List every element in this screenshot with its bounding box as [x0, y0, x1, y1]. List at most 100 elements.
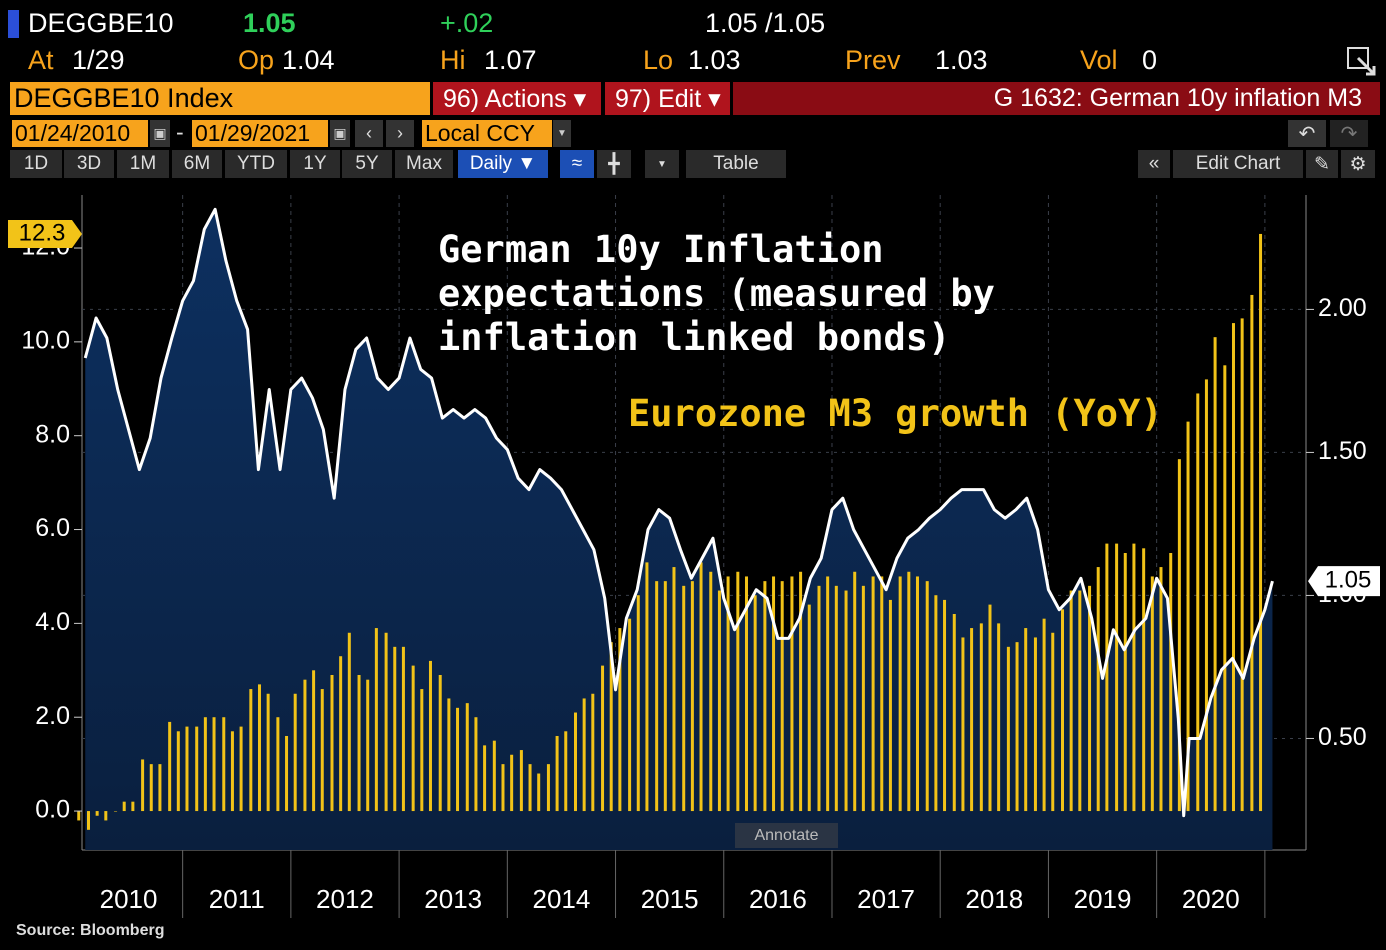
currency: Local CCY [425, 120, 535, 146]
source: Source: Bloomberg [16, 922, 165, 939]
stat-label: Op [238, 45, 275, 75]
bar [285, 735, 289, 812]
bar [555, 735, 559, 812]
collapse-button[interactable]: « [1138, 150, 1170, 178]
stat-value: 1.03 [935, 45, 988, 75]
bar [655, 581, 659, 812]
bar [239, 726, 243, 812]
x-tick-label: 2012 [316, 884, 374, 914]
date-from[interactable]: 01/24/2010 [12, 120, 148, 147]
type-dropdown[interactable]: ▼ [645, 150, 679, 178]
period-button[interactable]: Max [395, 150, 453, 178]
settings-icon[interactable]: ⚙ [1341, 150, 1375, 178]
date-text: 01/29/2021 [195, 120, 311, 146]
currency-field[interactable]: Local CCY [422, 120, 552, 147]
bar [807, 604, 811, 812]
period-label: 1D [23, 153, 49, 174]
x-tick-label: 2015 [641, 884, 699, 914]
period-button[interactable]: YTD [225, 150, 287, 178]
calendar-icon[interactable]: ▣ [150, 120, 170, 147]
stat-value: 0 [1142, 45, 1158, 75]
icon-part [1356, 56, 1376, 76]
bar [1142, 548, 1146, 812]
bar [293, 693, 297, 812]
period-button[interactable]: 6M [172, 150, 222, 178]
last-value-label: 12.3 [19, 219, 66, 246]
bar [1115, 543, 1119, 812]
actions-menu[interactable]: 96) Actions ▾ [433, 82, 601, 115]
bar [149, 764, 153, 812]
y-tick-label: 8.0 [35, 420, 70, 448]
bar [366, 679, 370, 812]
bar [1204, 379, 1208, 812]
stat-value: 1/29 [72, 45, 125, 75]
x-tick-label: 2011 [209, 884, 265, 914]
bar [528, 764, 532, 812]
next-button[interactable]: › [386, 120, 414, 147]
bar-icon[interactable]: ╋ [597, 150, 631, 178]
date-to[interactable]: 01/29/2021 [192, 120, 328, 147]
period-button[interactable]: 5Y [342, 150, 392, 178]
bar [1078, 590, 1082, 812]
bar [628, 618, 632, 812]
bar [95, 811, 99, 816]
bar [925, 581, 929, 812]
period-button[interactable]: 1M [117, 150, 169, 178]
bar [907, 571, 911, 812]
prev-button[interactable]: ‹ [355, 120, 383, 147]
line-area [85, 209, 1273, 850]
line [83, 207, 1274, 818]
bar [844, 590, 848, 812]
bar [573, 712, 577, 812]
last-value-label: 1.05 [1325, 566, 1372, 593]
export-icon[interactable] [1344, 44, 1380, 78]
bar [780, 581, 784, 812]
security: DEGGBE10 Index [14, 83, 234, 113]
edit-menu[interactable]: 97) Edit ▾ [605, 82, 730, 115]
chart-id-bar: G 1632: German 10y inflation M3 [733, 82, 1380, 115]
bar [663, 581, 667, 812]
annotate: Annotate [754, 826, 819, 844]
bar [347, 632, 351, 812]
calendar-icon[interactable]: ▣ [330, 120, 350, 147]
edit-chart-button[interactable]: Edit Chart [1173, 150, 1303, 178]
bar [1240, 318, 1244, 812]
bar [888, 599, 892, 812]
bar [826, 576, 830, 812]
bar [320, 689, 324, 812]
stat-value: 1.04 [282, 45, 335, 75]
bar [411, 665, 415, 812]
line-icon[interactable]: ≈ [560, 150, 594, 178]
period-button[interactable]: 1D [10, 150, 62, 178]
x-tick-label: 2018 [965, 884, 1023, 914]
frequency-button[interactable]: Daily ▼ [458, 150, 548, 178]
line-annotation: German 10y Inflation expectations (measu… [438, 228, 995, 359]
bar [636, 595, 640, 812]
bar [934, 595, 938, 812]
bar [979, 623, 983, 812]
bar [682, 585, 686, 812]
security-field[interactable]: DEGGBE10 Index [10, 82, 430, 115]
edit-icon[interactable]: ✎ [1306, 150, 1338, 178]
bar [726, 576, 730, 812]
bar [753, 595, 757, 812]
period-button[interactable]: 3D [64, 150, 114, 178]
bar [609, 642, 613, 812]
bar [303, 679, 307, 812]
stat-label: At [28, 45, 54, 75]
table-button[interactable]: Table [686, 150, 786, 178]
currency-dropdown[interactable]: ▼ [553, 120, 571, 147]
period-label: Max [406, 153, 442, 174]
stat-value: 1.07 [484, 45, 537, 75]
redo-button[interactable]: ↷ [1330, 120, 1368, 147]
bar [393, 646, 397, 812]
period-button[interactable]: 1Y [290, 150, 340, 178]
undo-button[interactable]: ↶ [1288, 120, 1326, 147]
bar [537, 773, 541, 812]
annotate-button[interactable]: Annotate [735, 823, 838, 848]
bar [249, 689, 253, 812]
period-label: 1Y [303, 153, 327, 174]
period-label: 5Y [355, 153, 379, 174]
